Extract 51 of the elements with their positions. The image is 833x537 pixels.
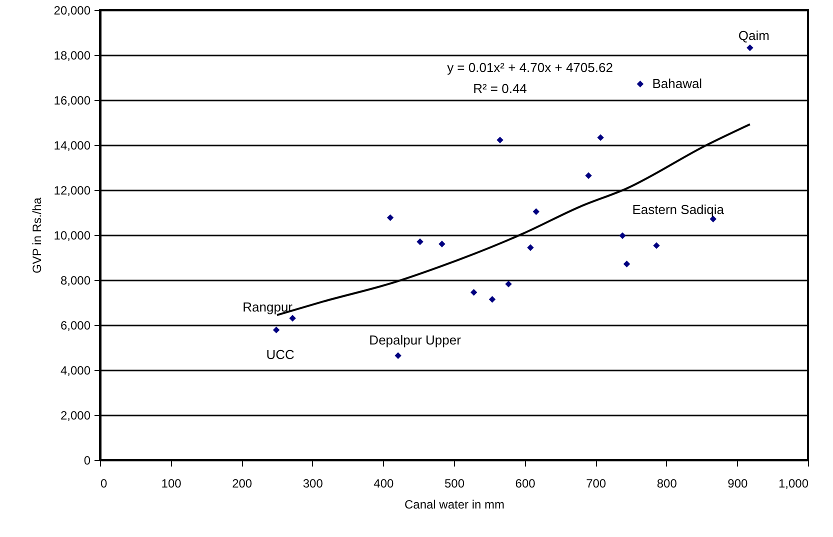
y-tick-label: 14,000: [54, 138, 91, 152]
x-tick-label: 100: [161, 476, 182, 490]
x-tick-label: 700: [586, 476, 606, 490]
annotation: Qaim: [738, 28, 770, 43]
annotation: Depalpur Upper: [369, 332, 462, 348]
x-tick-label: 300: [302, 476, 324, 490]
annotation: UCC: [266, 346, 294, 362]
annotation: Eastern Sadiqia: [632, 202, 725, 218]
point: [488, 296, 496, 303]
y-tick-label: 0: [84, 454, 91, 468]
point: [289, 314, 296, 322]
point: [746, 44, 754, 52]
point: [653, 242, 660, 249]
y-tick-label: 8,000: [60, 274, 91, 288]
point: [597, 134, 604, 141]
point: [532, 208, 540, 215]
annotation: R² = 0.44: [473, 81, 527, 96]
point: [496, 136, 504, 144]
y-tick-label: 10,000: [54, 228, 91, 242]
x-axis-title: Canal water in mm: [404, 498, 505, 512]
x-tick-label: 600: [515, 476, 536, 490]
point: [636, 80, 644, 88]
x-tick-label: 500: [444, 476, 465, 490]
y-axis-title: GVP in Rs./ha: [30, 197, 44, 274]
point: [619, 232, 626, 240]
x-tick-label: 900: [728, 476, 748, 490]
point: [470, 289, 478, 296]
x-tick-label: 400: [374, 476, 394, 490]
x-tick-label: 1,000: [778, 476, 809, 490]
x-tick-label: 0: [100, 476, 108, 490]
y-tick-label: 4,000: [60, 364, 91, 378]
x-tick-label: 200: [232, 476, 252, 490]
point: [623, 260, 630, 268]
annotation: Rangpur: [242, 299, 294, 314]
point: [394, 352, 402, 359]
point: [386, 214, 394, 222]
y-tick-label: 20,000: [54, 4, 91, 18]
y-tick-label: 18,000: [54, 48, 91, 62]
y-tick-label: 2,000: [60, 408, 91, 422]
point: [272, 326, 280, 334]
y-tick-label: 16,000: [54, 94, 91, 108]
point: [416, 238, 424, 246]
annotation: Bahawal: [652, 76, 702, 92]
point: [505, 280, 512, 288]
x-tick-label: 800: [656, 476, 678, 490]
y-tick-label: 6,000: [60, 318, 91, 332]
y-tick-label: 12,000: [54, 184, 91, 198]
point: [585, 172, 592, 179]
point: [438, 240, 446, 248]
annotation: y = 0.01x² + 4.70x + 4705.62: [447, 60, 613, 75]
point: [527, 244, 534, 251]
